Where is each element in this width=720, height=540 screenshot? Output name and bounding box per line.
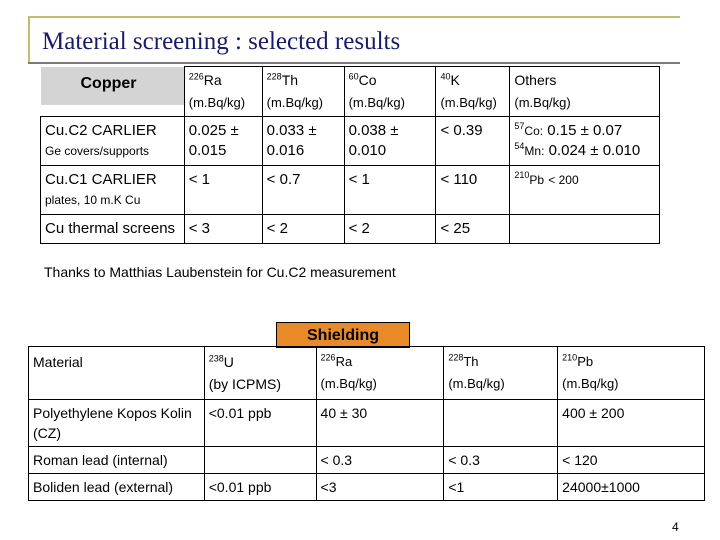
shielding-table: Material 238U (by ICPMS) 226Ra (m.Bq/kg) 2… bbox=[28, 346, 705, 501]
th-cell bbox=[443, 399, 559, 447]
header-material: Material bbox=[28, 346, 205, 400]
table-row: Roman lead (internal) < 0.3 < 0.3 < 120 bbox=[28, 446, 705, 474]
co-cell: 0.038 ± 0.010 bbox=[343, 116, 437, 166]
k-cell: < 25 bbox=[435, 214, 511, 244]
copper-corner-cell: Copper bbox=[40, 66, 185, 117]
header-co: 60Co (m.Bq/kg) bbox=[343, 66, 437, 117]
row-name-cell: Cu thermal screens bbox=[40, 214, 185, 244]
co-cell: < 1 bbox=[343, 165, 437, 215]
header-th: 228Th (m.Bq/kg) bbox=[443, 346, 559, 400]
th-cell: < 0.7 bbox=[261, 165, 345, 215]
header-k: 40K (m.Bq/kg) bbox=[435, 66, 511, 117]
others-cell: 210Pb < 200 bbox=[509, 165, 660, 215]
th-cell: < 2 bbox=[261, 214, 345, 244]
header-th: 228Th (m.Bq/kg) bbox=[261, 66, 345, 117]
shielding-badge: Shielding bbox=[276, 322, 410, 348]
ra-cell: < 3 bbox=[183, 214, 263, 244]
ra-cell: < 1 bbox=[183, 165, 263, 215]
others-cell: 57Co: 0.15 ± 0.07 54Mn: 0.024 ± 0.010 bbox=[509, 116, 660, 166]
pb-cell: 24000±1000 bbox=[557, 473, 705, 501]
thanks-note: Thanks to Matthias Laubenstein for Cu.C2… bbox=[44, 264, 396, 280]
frame-left-line bbox=[28, 16, 30, 64]
header-u: 238U (by ICPMS) bbox=[203, 346, 317, 400]
pb-cell: < 120 bbox=[557, 446, 705, 474]
frame-top-line bbox=[28, 16, 680, 18]
table-row: Cu thermal screens < 3 < 2 < 2 < 25 bbox=[40, 214, 660, 244]
pb-cell: 400 ± 200 bbox=[557, 399, 705, 447]
slide-title: Material screening : selected results bbox=[42, 28, 401, 55]
table-row: Cu.C2 CARLIER Ge covers/supports 0.025 ± … bbox=[40, 116, 660, 166]
title-rule bbox=[28, 62, 680, 64]
th-cell: <1 bbox=[443, 473, 559, 501]
material-cell: Roman lead (internal) bbox=[28, 446, 205, 474]
table-row: Cu.C1 CARLIER plates, 10 m.K Cu < 1 < 0.7… bbox=[40, 165, 660, 215]
table-row: Polyethylene Kopos Kolin (CZ) <0.01 ppb … bbox=[28, 399, 705, 447]
ra-cell: <3 bbox=[315, 473, 445, 501]
others-cell bbox=[509, 214, 660, 244]
header-pb: 210Pb (m.Bq/kg) bbox=[557, 346, 705, 400]
page-number: 4 bbox=[672, 520, 679, 534]
ra-cell: 0.025 ± 0.015 bbox=[183, 116, 263, 166]
header-others: Others (m.Bq/kg) bbox=[509, 66, 660, 117]
ra-cell: < 0.3 bbox=[315, 446, 445, 474]
shield-header-row: Material 238U (by ICPMS) 226Ra (m.Bq/kg) 2… bbox=[28, 346, 705, 400]
co-cell: < 2 bbox=[343, 214, 437, 244]
copper-badge: Copper bbox=[40, 66, 184, 105]
u-cell: <0.01 ppb bbox=[203, 473, 317, 501]
ra-cell: 40 ± 30 bbox=[315, 399, 445, 447]
copper-header-row: Copper 226Ra (m.Bq/kg) 228Th (m.Bq/kg) 60C… bbox=[40, 66, 660, 117]
material-cell: Polyethylene Kopos Kolin (CZ) bbox=[28, 399, 205, 447]
material-cell: Boliden lead (external) bbox=[28, 473, 205, 501]
u-cell bbox=[203, 446, 317, 474]
row-name-cell: Cu.C2 CARLIER Ge covers/supports bbox=[40, 116, 185, 166]
header-ra: 226Ra (m.Bq/kg) bbox=[315, 346, 445, 400]
k-cell: < 110 bbox=[435, 165, 511, 215]
th-cell: 0.033 ± 0.016 bbox=[261, 116, 345, 166]
th-cell: < 0.3 bbox=[443, 446, 559, 474]
u-cell: <0.01 ppb bbox=[203, 399, 317, 447]
table-row: Boliden lead (external) <0.01 ppb <3 <1 … bbox=[28, 473, 705, 501]
header-ra: 226Ra (m.Bq/kg) bbox=[183, 66, 263, 117]
copper-table: Copper 226Ra (m.Bq/kg) 228Th (m.Bq/kg) 60C… bbox=[40, 66, 660, 244]
row-name-cell: Cu.C1 CARLIER plates, 10 m.K Cu bbox=[40, 165, 185, 215]
k-cell: < 0.39 bbox=[435, 116, 511, 166]
